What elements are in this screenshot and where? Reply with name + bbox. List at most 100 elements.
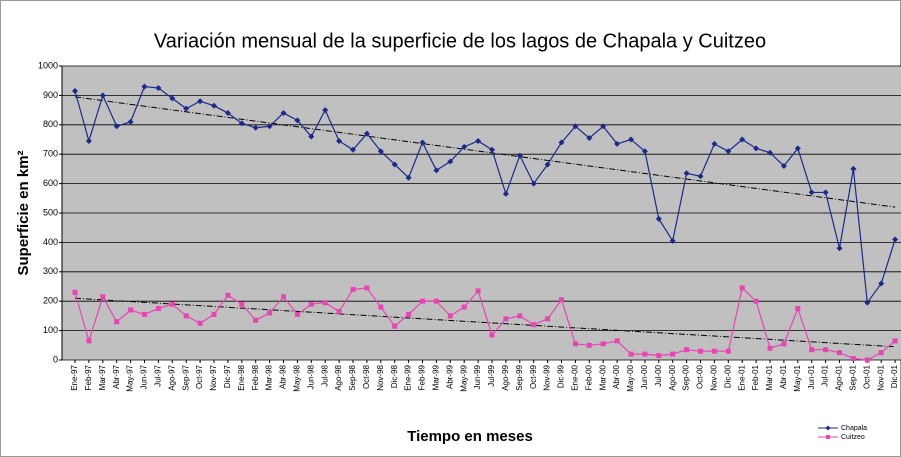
data-point [169, 95, 176, 102]
data-point [823, 347, 829, 353]
data-point [197, 98, 204, 105]
data-point [878, 350, 884, 356]
data-point [461, 304, 467, 310]
legend-label: Cuitzeo [841, 434, 865, 441]
data-point [656, 353, 662, 359]
x-tick-label: May-98 [293, 364, 302, 391]
chart-title: Variación mensual de la superficie de lo… [154, 30, 766, 52]
data-point [753, 145, 760, 152]
data-point [461, 143, 468, 150]
x-tick-label: Ago-97 [167, 364, 176, 390]
x-tick-label: Jul-00 [654, 364, 663, 386]
data-point [780, 162, 787, 169]
data-point [572, 123, 579, 130]
x-tick-label: Ene-98 [237, 364, 246, 390]
data-point [405, 174, 412, 181]
data-point [447, 313, 453, 319]
x-tick-label: Oct-00 [696, 364, 705, 389]
data-point [475, 288, 481, 294]
data-point [822, 189, 829, 196]
data-point [864, 357, 870, 363]
data-point [864, 299, 871, 306]
data-point [85, 137, 92, 144]
y-tick-label: 400 [43, 237, 58, 247]
data-point [128, 307, 134, 313]
x-tick-label: Nov-99 [543, 364, 552, 390]
x-tick-label: Ene-01 [737, 364, 746, 390]
x-tick-label: Mar-99 [432, 364, 441, 390]
data-point [266, 123, 273, 130]
x-tick-label: Nov-01 [876, 364, 885, 390]
data-point [683, 170, 690, 177]
data-point [475, 137, 482, 144]
x-tick-label: Abr-99 [445, 364, 454, 389]
data-point [364, 285, 370, 291]
data-point [517, 313, 523, 319]
data-point [211, 311, 217, 317]
data-point [586, 342, 592, 348]
x-tick-label: Ago-99 [501, 364, 510, 390]
y-tick-label: 700 [43, 149, 58, 159]
data-point [628, 136, 634, 143]
y-tick-label: 300 [43, 266, 58, 276]
legend-label: Chapala [841, 425, 867, 432]
x-tick-label: Feb-00 [584, 364, 593, 390]
y-tick-label: 800 [43, 119, 58, 129]
data-point [795, 306, 801, 312]
y-tick-label: 200 [43, 296, 58, 306]
data-point [336, 137, 343, 144]
x-tick-label: Jun-98 [306, 364, 315, 389]
data-point [545, 316, 551, 322]
data-point [420, 298, 425, 304]
data-point [516, 152, 523, 159]
data-point [808, 189, 815, 196]
data-point [322, 107, 329, 114]
data-point [725, 348, 731, 354]
x-tick-label: Jul-01 [821, 364, 830, 386]
data-point [308, 301, 314, 307]
x-tick-label: Sep-00 [682, 364, 691, 390]
x-tick-label: Sep-99 [515, 364, 524, 390]
data-point [350, 286, 356, 292]
x-tick-label: Ene-99 [404, 364, 413, 390]
data-point [363, 130, 370, 137]
y-tick-label: 500 [43, 207, 58, 217]
data-point [377, 148, 384, 155]
data-point [669, 237, 676, 244]
x-tick-label: Abr-98 [279, 364, 288, 389]
data-point [781, 341, 787, 347]
x-tick-label: Jun-00 [640, 364, 649, 389]
data-point [531, 322, 537, 328]
data-point [711, 348, 717, 354]
x-tick-label: Dic-00 [723, 364, 732, 388]
x-axis-label: Tiempo en meses [407, 428, 533, 445]
data-point [503, 316, 509, 322]
data-point [267, 310, 273, 316]
x-tick-label: Abr-01 [779, 364, 788, 389]
x-tick-label: Feb-97 [84, 364, 93, 390]
x-tick-label: Jul-99 [487, 364, 496, 386]
y-tick-label: 100 [43, 325, 58, 335]
data-point [433, 298, 439, 304]
x-tick-label: Oct-01 [862, 364, 871, 389]
data-point [878, 280, 885, 287]
x-tick-label: Mar-01 [765, 364, 774, 390]
x-tick-label: Jul-98 [320, 364, 329, 386]
x-tick-label: Sep-01 [849, 364, 858, 390]
data-point [614, 338, 620, 344]
trend-line [74, 297, 896, 348]
data-point [572, 341, 578, 347]
data-point [308, 133, 315, 140]
data-point [850, 356, 856, 362]
data-point [225, 292, 231, 298]
y-tick-label: 1000 [38, 60, 58, 70]
data-point [72, 87, 78, 94]
x-tick-label: Nov-98 [376, 364, 385, 390]
data-point [433, 167, 440, 174]
x-tick-label: Dic-97 [223, 364, 232, 388]
data-point [197, 320, 203, 326]
data-point [698, 348, 703, 354]
x-tick-label: Ago-98 [334, 364, 343, 390]
x-tick-label: Oct-97 [195, 364, 204, 389]
data-point [281, 294, 286, 300]
